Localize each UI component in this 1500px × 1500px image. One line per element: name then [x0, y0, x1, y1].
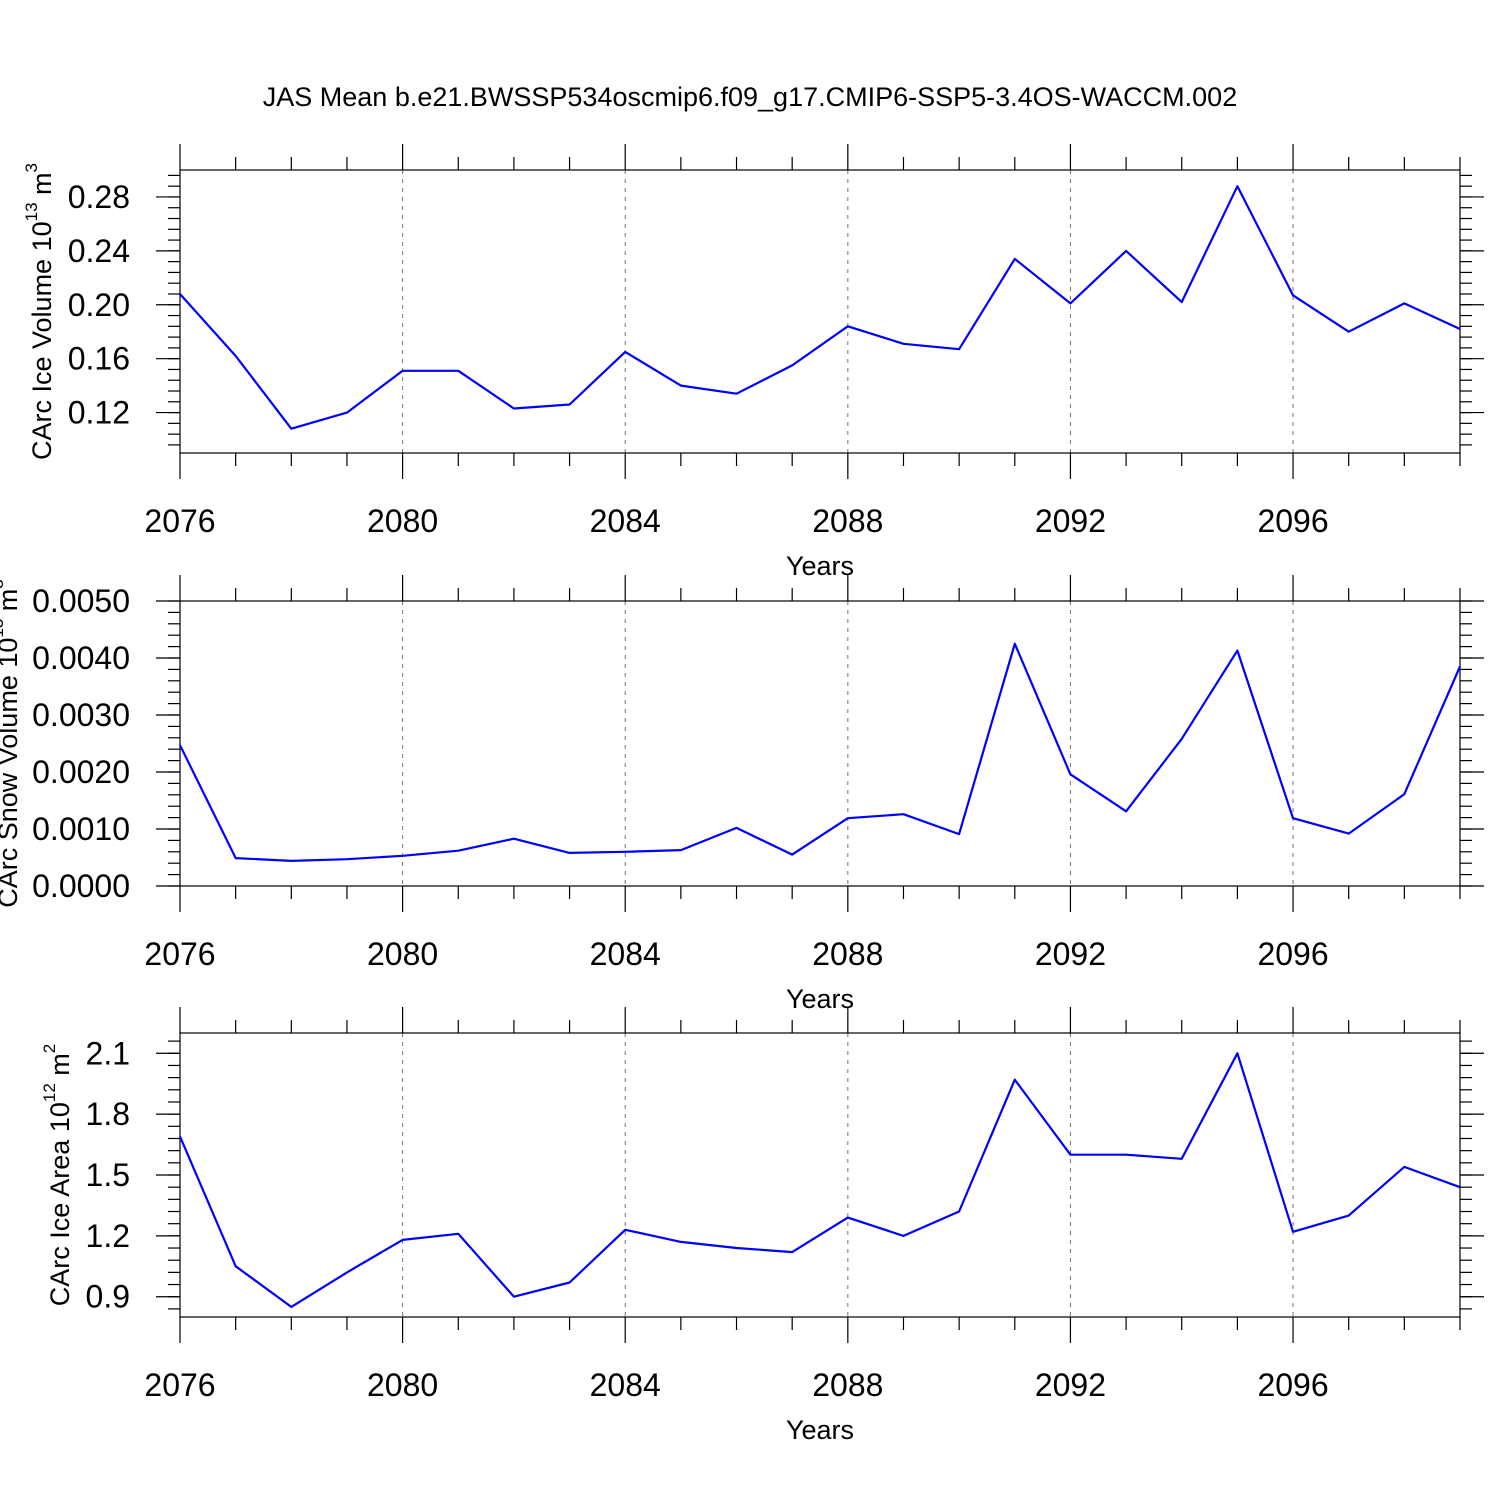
- y-axis-label: CArc Ice Volume 1013 m3: [22, 163, 58, 460]
- x-axis-label: Years: [786, 984, 854, 1014]
- plot-frame: [179, 169, 1461, 454]
- y-tick-label: 0.0010: [32, 811, 130, 847]
- y-tick-label: 0.9: [86, 1279, 130, 1315]
- x-tick-label: 2096: [1257, 503, 1328, 539]
- series-line: [179, 642, 1462, 863]
- x-tick-label: 2088: [812, 1367, 883, 1403]
- x-axis-label: Years: [786, 1415, 854, 1445]
- panel-3: 0.9 1.2 1.5 1.8 2.1 2076 2080 2084 2088 2092 2096 Y…: [40, 1007, 1484, 1445]
- series-line: [178, 1052, 1461, 1309]
- y-tick-label: 0.20: [68, 287, 130, 323]
- y-tick-label: 0.28: [68, 179, 130, 215]
- y-tick-label: 0.0020: [32, 754, 130, 790]
- x-tick-label: 2096: [1257, 1367, 1328, 1403]
- x-tick-label: 2088: [812, 936, 883, 972]
- plot-frame: [179, 600, 1461, 887]
- x-axis-label: Years: [786, 551, 854, 581]
- x-tick-label: 2092: [1035, 1367, 1106, 1403]
- x-tick-label: 2092: [1035, 936, 1106, 972]
- panels: 0.12 0.16 0.20 0.24 0.28 2076 2080 2084 2088 2092…: [0, 144, 1484, 1445]
- x-tick-label: 2076: [144, 1367, 215, 1403]
- y-tick-label: 1.8: [86, 1096, 130, 1132]
- y-axis-label: CArc Ice Area 1012 m2: [40, 1044, 76, 1307]
- x-tick-label: 2080: [367, 503, 438, 539]
- x-tick-label: 2096: [1257, 936, 1328, 972]
- x-tick-label: 2076: [144, 503, 215, 539]
- y-tick-label: 0.16: [68, 341, 130, 377]
- x-tick-label: 2084: [590, 1367, 661, 1403]
- x-tick-label: 2084: [590, 503, 661, 539]
- series-line: [179, 185, 1461, 430]
- x-tick-label: 2084: [590, 936, 661, 972]
- y-axis-label: CArc Snow Volume 1013 m3: [0, 579, 23, 908]
- y-tick-label: 1.5: [86, 1157, 130, 1193]
- y-tick-label: 0.12: [68, 395, 130, 431]
- y-tick-label: 0.0040: [32, 640, 130, 676]
- panel-2: 0.0000 0.0010 0.0020 0.0030 0.0040 0.0050 2076…: [0, 575, 1484, 1014]
- plot-frame: [179, 1032, 1461, 1318]
- x-tick-label: 2080: [367, 1367, 438, 1403]
- y-tick-label: 0.0050: [32, 583, 130, 619]
- x-tick-label: 2080: [367, 936, 438, 972]
- y-tick-label: 1.2: [86, 1218, 130, 1254]
- y-tick-label: 0.0000: [32, 868, 130, 904]
- panel-1: 0.12 0.16 0.20 0.24 0.28 2076 2080 2084 2088 2092…: [22, 144, 1484, 581]
- y-tick-label: 0.0030: [32, 697, 130, 733]
- x-tick-label: 2076: [144, 936, 215, 972]
- x-tick-label: 2088: [812, 503, 883, 539]
- figure-title: JAS Mean b.e21.BWSSP534oscmip6.f09_g17.C…: [263, 82, 1237, 112]
- y-tick-label: 2.1: [86, 1035, 130, 1071]
- x-tick-label: 2092: [1035, 503, 1106, 539]
- y-tick-label: 0.24: [68, 233, 130, 269]
